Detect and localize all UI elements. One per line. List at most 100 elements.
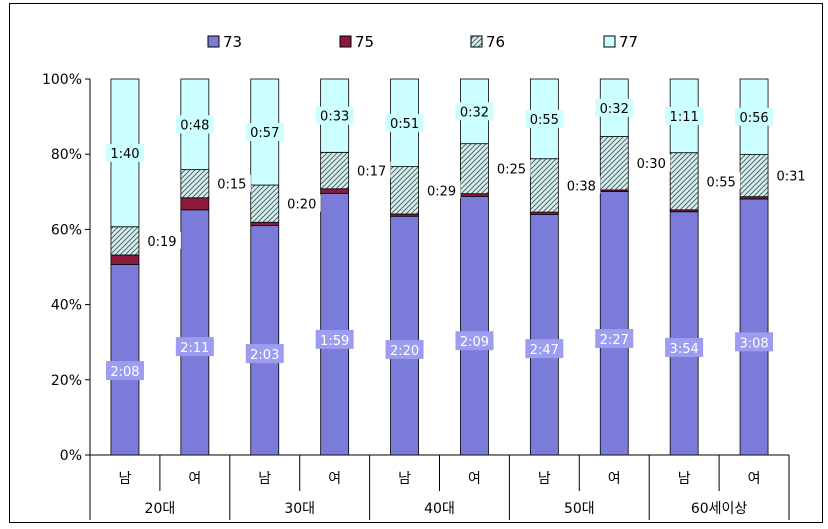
x-tick-label: 남 — [119, 471, 132, 487]
data-label: 3:54 — [670, 342, 699, 357]
x-tick-label: 여 — [748, 471, 761, 487]
data-label-box — [175, 337, 214, 357]
legend-swatch-75 — [339, 35, 352, 48]
bar-segment-73 — [390, 215, 419, 456]
data-label: 2:27 — [600, 333, 629, 348]
data-label: 0:15 — [217, 178, 246, 193]
data-label-box — [525, 109, 564, 128]
data-label-box — [175, 115, 214, 134]
y-tick-label: 60% — [51, 222, 82, 238]
bar-segment-73 — [599, 191, 629, 456]
data-label: 2:20 — [390, 344, 419, 359]
data-label: 1:40 — [110, 147, 139, 162]
data-label-box — [632, 154, 671, 172]
data-label-box — [245, 123, 284, 142]
bar-segment-76 — [180, 169, 210, 199]
bar-segment-76 — [320, 151, 350, 190]
bar-segment-76 — [529, 158, 559, 213]
data-label-box — [772, 166, 811, 184]
data-label: 2:08 — [110, 365, 139, 380]
data-label-box — [735, 107, 774, 126]
data-label-box — [385, 113, 424, 132]
bar-segment-73 — [739, 198, 769, 456]
x-tick-label: 여 — [188, 471, 201, 487]
data-label: 0:38 — [567, 179, 596, 194]
bar-segment-75 — [180, 197, 210, 211]
data-label: 0:57 — [250, 126, 279, 141]
data-label-box — [385, 339, 424, 359]
x-tick-label: 여 — [468, 471, 481, 487]
data-label-box — [595, 329, 634, 349]
bar-segment-73 — [180, 209, 210, 456]
bar-segment-75 — [110, 254, 140, 265]
bar-segment-76 — [390, 166, 419, 215]
data-label: 1:59 — [320, 334, 349, 349]
data-label: 0:32 — [600, 102, 629, 117]
data-label: 0:56 — [739, 111, 768, 126]
bar-segment-73 — [669, 211, 699, 456]
data-label-box — [142, 231, 181, 249]
legend-label-76: 76 — [486, 33, 505, 51]
axes: 0% 20% 40% 60% 80% 100% 남 여 남 여 남 여 남 여 남 여 20대 30대 40대 50대… — [42, 72, 790, 520]
data-label: 0:25 — [497, 163, 526, 178]
data-label: 0:31 — [776, 170, 805, 185]
y-tick-label: 20% — [51, 373, 82, 389]
x-group-label: 30대 — [284, 501, 315, 517]
data-label-box — [245, 344, 284, 364]
bar-segment-75 — [320, 188, 350, 194]
data-label-box — [352, 161, 391, 179]
data-label: 0:19 — [147, 235, 176, 250]
x-tick-label: 여 — [328, 471, 341, 487]
data-label: 1:11 — [670, 110, 699, 125]
y-tick-label: 80% — [51, 147, 82, 163]
bar-segment-76 — [110, 226, 140, 256]
bar-segment-73 — [529, 213, 559, 456]
data-label: 0:30 — [637, 157, 666, 172]
data-label: 0:51 — [390, 117, 419, 132]
x-tick-label: 남 — [258, 471, 271, 487]
data-label: 3:08 — [739, 336, 768, 351]
data-label: 2:11 — [180, 341, 209, 356]
data-label-box — [735, 332, 774, 352]
data-label: 0:20 — [287, 198, 316, 213]
data-label-box — [525, 339, 564, 359]
bar-segment-76 — [460, 143, 489, 195]
data-label-box — [105, 361, 144, 381]
bar-segment-73 — [320, 192, 350, 456]
legend: 73 75 76 77 — [207, 33, 638, 51]
data-label-box — [422, 181, 461, 199]
data-label-box — [595, 98, 634, 117]
bars — [110, 78, 769, 456]
x-tick-label: 남 — [678, 471, 691, 487]
data-label: 0:55 — [530, 113, 559, 128]
data-label-box — [282, 194, 321, 212]
data-label: 2:03 — [250, 348, 279, 363]
data-label: 0:29 — [427, 184, 456, 199]
data-label: 2:09 — [460, 335, 489, 350]
x-tick-label: 남 — [398, 471, 411, 487]
legend-swatch-76 — [470, 35, 483, 48]
data-label-box — [315, 329, 354, 349]
data-label-box — [562, 176, 601, 194]
bar-segment-75 — [250, 221, 280, 227]
x-tick-label: 여 — [608, 471, 621, 487]
data-label-box — [702, 172, 741, 190]
bar-segment-73 — [110, 263, 140, 456]
legend-label-75: 75 — [355, 33, 374, 51]
data-label: 0:33 — [320, 110, 349, 125]
data-label-box — [665, 337, 704, 357]
bar-segment-76 — [250, 184, 280, 223]
legend-swatch-77 — [603, 35, 616, 48]
legend-swatch-73 — [207, 35, 220, 48]
data-label: 0:48 — [180, 118, 209, 133]
data-label-box — [455, 102, 494, 121]
bar-segment-76 — [669, 152, 699, 211]
data-label: 2:47 — [530, 343, 559, 358]
bar-segment-73 — [460, 195, 489, 456]
bar-segment-76 — [739, 154, 769, 198]
x-group-label: 20대 — [145, 501, 176, 517]
x-group-label: 60세이상 — [691, 501, 748, 517]
data-label-box — [212, 174, 251, 192]
data-labels: 2:08 0:19 1:40 2:11 0:15 0:48 2:03 0:20 0:57 1:59… — [105, 98, 811, 381]
